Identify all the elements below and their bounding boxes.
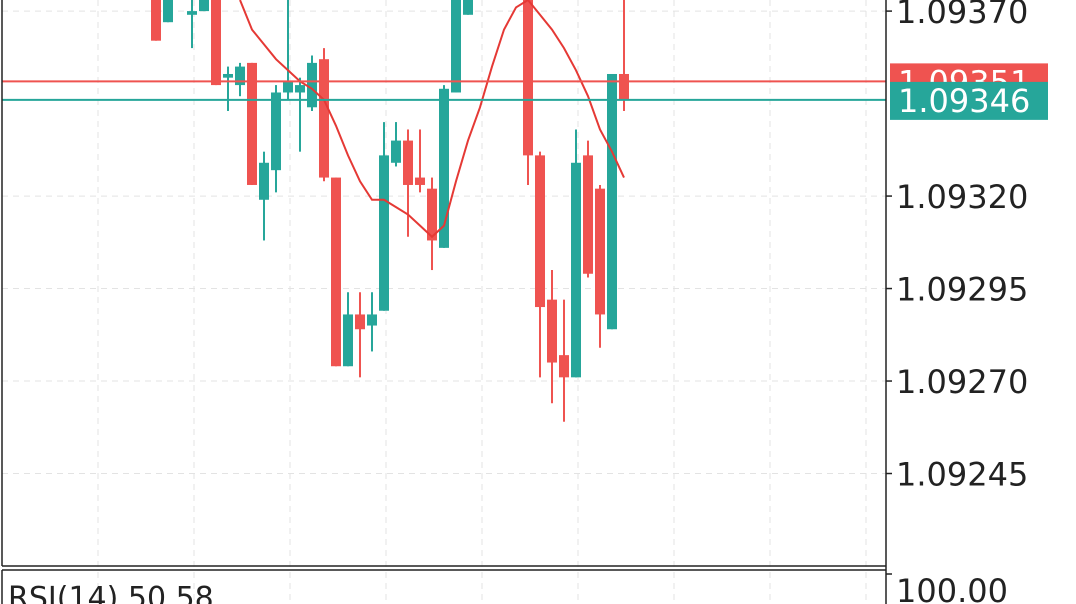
candle-body [571,162,581,378]
candle-body [343,314,353,367]
candle-body [379,155,389,311]
overlay [2,0,886,239]
y-tick-label: 1.09270 [896,363,1028,401]
candle-body [259,162,269,200]
candle-body [451,0,461,93]
indicator-tick-label: 100.00 [896,572,1008,604]
candle-body [223,73,233,78]
y-tick-label: 1.09295 [896,271,1028,309]
candle-body [583,155,593,274]
candle-body [151,0,161,41]
candle-body [427,188,437,241]
candle-body [187,11,197,15]
moving-average [239,0,625,239]
candle-body [355,314,365,330]
candle-body [619,73,629,100]
price-label-box [890,81,1048,120]
candle-body [331,177,341,367]
candle-body [271,92,281,171]
candle-body [439,88,449,248]
candle-body [535,155,545,308]
y-tick-label: 1.09370 [896,0,1028,31]
candle-body [295,85,305,93]
candle-body [559,355,569,378]
indicator-label: RSI(14) 50.58 [8,581,214,604]
candle-body [547,299,557,363]
candle-body [283,81,293,93]
candle-body [367,314,377,326]
candle-body [607,73,617,330]
y-tick-label: 1.09245 [896,456,1028,494]
candle-body [307,62,317,108]
candle-body [247,62,257,185]
candle-body [319,59,329,178]
candle-body [199,0,209,12]
candle-body [163,0,173,23]
price-axis: 1.09370 1.09320 1.09295 1.09270 1.09245 1.093… [886,0,1048,604]
candles [151,0,629,422]
candle-body [403,140,413,185]
price-label: 1.09346 [898,82,1030,120]
candle-body [595,188,605,315]
candle-body [523,0,533,156]
candle-body [463,0,473,15]
candle-body [391,140,401,163]
candle-body [415,177,425,185]
candle-body [211,0,221,86]
y-tick-label: 1.09320 [896,178,1028,216]
candle-body [235,66,245,86]
